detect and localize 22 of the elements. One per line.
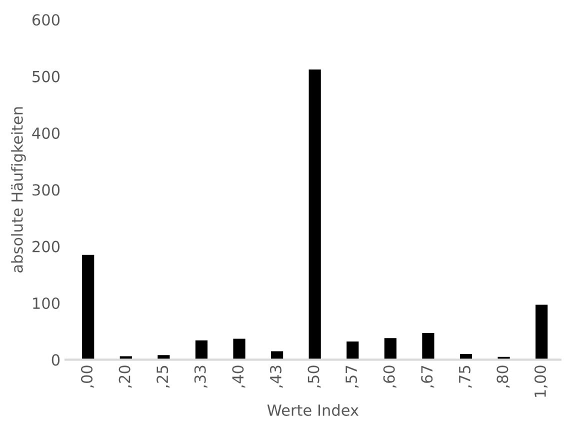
x-tick-label: ,50 xyxy=(308,366,321,388)
x-tick-label: ,57 xyxy=(346,366,359,388)
y-tick-label: 0 xyxy=(52,354,60,366)
y-axis-title: absolute Häufigkeiten xyxy=(11,107,26,272)
y-tick-label: 500 xyxy=(32,70,60,82)
x-axis-title: Werte Index xyxy=(267,404,359,416)
x-tick-label: ,80 xyxy=(496,366,510,388)
x-tick-label: ,67 xyxy=(421,366,434,388)
x-tick-label: 1,00 xyxy=(534,366,548,397)
x-tick-label: ,00 xyxy=(80,366,94,388)
y-tick-label: 300 xyxy=(32,184,60,196)
x-tick-label: ,25 xyxy=(156,366,170,388)
x-tick-label: ,20 xyxy=(118,366,132,388)
x-tick-label: ,60 xyxy=(383,366,396,388)
y-tick-label: 400 xyxy=(32,127,60,139)
x-tick-label: ,33 xyxy=(194,366,208,388)
x-tick-label: ,43 xyxy=(270,366,284,388)
x-tick-label: ,75 xyxy=(459,366,472,388)
y-tick-label: 600 xyxy=(32,14,60,26)
y-tick-label: 100 xyxy=(33,297,60,310)
x-tick-label: ,40 xyxy=(232,366,246,388)
y-tick-label: 200 xyxy=(32,240,60,252)
